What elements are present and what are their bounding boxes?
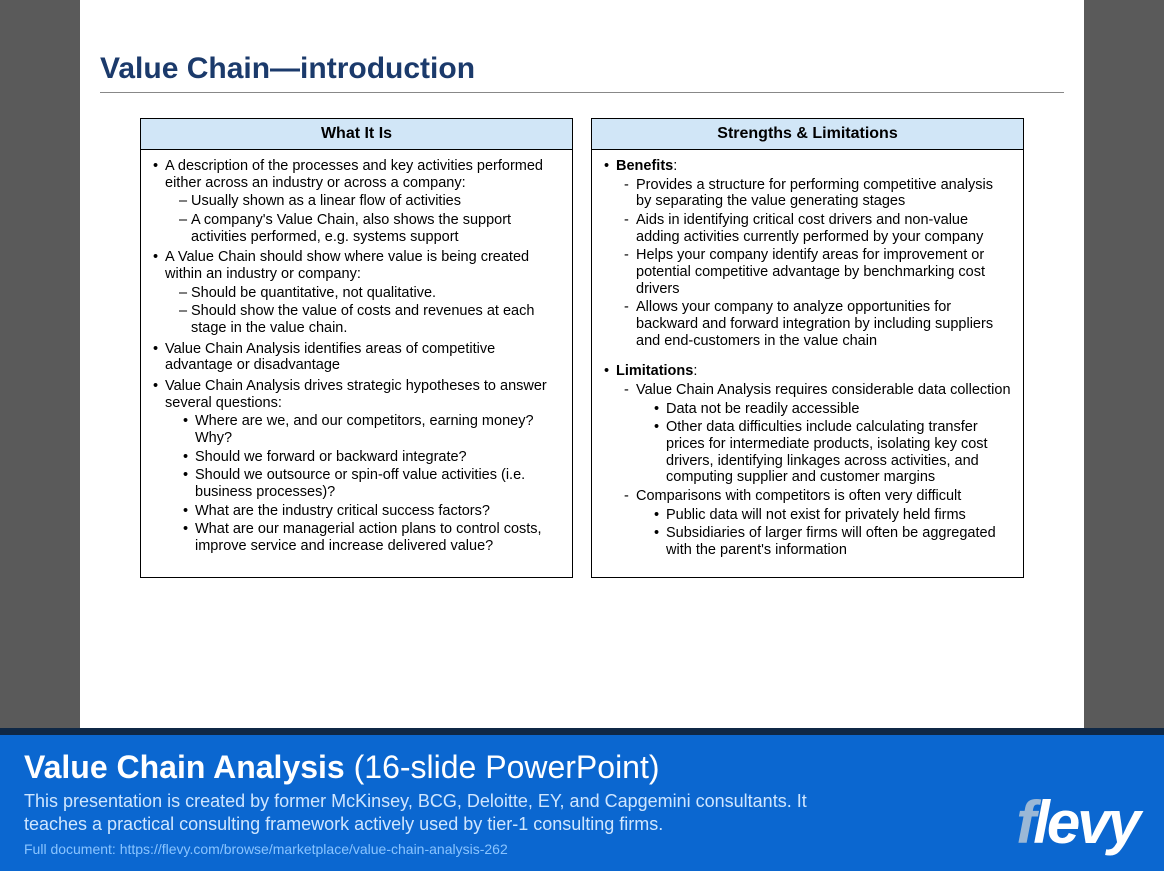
what-it-is-panel: What It Is A description of the processe… [140,118,573,578]
what-it-is-body: A description of the processes and key a… [141,150,572,573]
what-it-is-header: What It Is [141,119,572,150]
columns-container: What It Is A description of the processe… [140,118,1024,578]
list-item: A Value Chain should show where value is… [153,249,560,336]
banner-title: Value Chain Analysis (16-slide PowerPoin… [24,749,1140,786]
slide-title: Value Chain—introduction [100,52,1064,93]
text: A description of the processes and key a… [165,158,543,191]
list-item: Data not be readily accessible [654,401,1011,418]
list-item: Provides a structure for performing comp… [624,177,1011,210]
slide: Value Chain—introduction What It Is A de… [80,0,1084,735]
list-item: Should we outsource or spin-off value ac… [183,467,560,500]
list-item: Value Chain Analysis identifies areas of… [153,341,560,374]
banner-description: This presentation is created by former M… [24,790,844,835]
list-item: Should show the value of costs and reven… [179,303,560,336]
banner-link[interactable]: Full document: https://flevy.com/browse/… [24,841,1140,857]
limitations-item: Limitations: Value Chain Analysis requir… [604,363,1011,558]
list-item: Allows your company to analyze opportuni… [624,299,1011,349]
list-item: Value Chain Analysis requires considerab… [624,382,1011,486]
list-item: What are the industry critical success f… [183,503,560,520]
limitations-label: Limitations [616,363,693,379]
banner-title-bold: Value Chain Analysis [24,749,345,785]
benefits-label: Benefits [616,158,673,174]
text: A Value Chain should show where value is… [165,249,529,282]
list-item: Other data difficulties include calculat… [654,419,1011,486]
list-item: Subsidiaries of larger firms will often … [654,525,1011,558]
list-item: Aids in identifying critical cost driver… [624,212,1011,245]
list-item: Should be quantitative, not qualitative. [179,285,560,302]
list-item: Helps your company identify areas for im… [624,247,1011,297]
list-item: A description of the processes and key a… [153,158,560,245]
strengths-limitations-panel: Strengths & Limitations Benefits: Provid… [591,118,1024,578]
flevy-logo: flevy [1016,793,1138,853]
list-item: Should we forward or backward integrate? [183,449,560,466]
banner-border [0,728,1164,735]
strengths-limitations-body: Benefits: Provides a structure for perfo… [592,150,1023,577]
logo-rest: levy [1033,789,1138,856]
list-item: What are our managerial action plans to … [183,521,560,554]
list-item: Comparisons with competitors is often ve… [624,488,1011,559]
list-item: Where are we, and our competitors, earni… [183,413,560,446]
list-item: Usually shown as a linear flow of activi… [179,193,560,210]
benefits-item: Benefits: Provides a structure for perfo… [604,158,1011,349]
strengths-limitations-header: Strengths & Limitations [592,119,1023,150]
list-item: A company's Value Chain, also shows the … [179,212,560,245]
text: Value Chain Analysis drives strategic hy… [165,378,547,411]
banner-title-light: (16-slide PowerPoint) [345,749,660,785]
list-item: Value Chain Analysis drives strategic hy… [153,378,560,555]
logo-f: f [1016,789,1033,856]
promo-banner: Value Chain Analysis (16-slide PowerPoin… [0,735,1164,871]
text: Value Chain Analysis requires considerab… [636,382,1011,398]
text: Comparisons with competitors is often ve… [636,488,961,504]
list-item: Public data will not exist for privately… [654,507,1011,524]
